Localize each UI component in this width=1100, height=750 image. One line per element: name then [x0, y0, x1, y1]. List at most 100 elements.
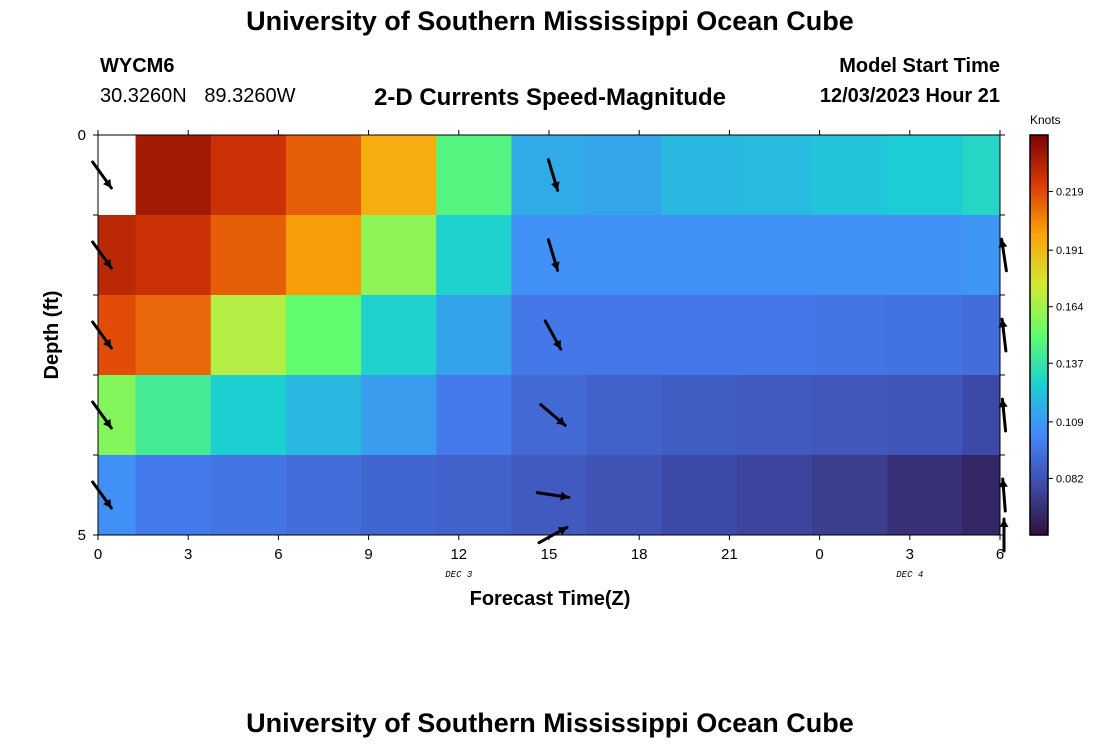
- longitude: 89.3260W: [204, 85, 296, 107]
- current-vector: [91, 320, 113, 350]
- heatmap-cell: [736, 215, 813, 296]
- heatmap-cell: [361, 455, 437, 536]
- heatmap-cell: [436, 375, 512, 456]
- heatmap-cell: [436, 295, 512, 376]
- heatmap-cell: [511, 295, 588, 376]
- heatmap-cell: [436, 135, 512, 216]
- heatmap-cell: [962, 135, 1001, 216]
- heatmap-cell: [661, 455, 738, 536]
- x-tick-label: 3: [184, 546, 192, 563]
- x-tick-label: 6: [996, 546, 1004, 563]
- current-vectors: [91, 158, 1009, 553]
- heatmap-cell: [135, 215, 212, 296]
- heatmap-cell: [285, 375, 362, 456]
- colorbar-tick-label: 0.082: [1056, 473, 1084, 485]
- current-vector: [998, 237, 1008, 273]
- heatmap-cell: [135, 375, 212, 456]
- heatmap-cell: [962, 295, 1001, 376]
- heatmap-cell: [511, 215, 588, 296]
- current-vector: [535, 491, 571, 501]
- current-vector: [539, 403, 567, 427]
- x-tick-label: 9: [364, 546, 372, 563]
- heatmap-cell: [887, 135, 963, 216]
- x-tick-label: 12: [450, 546, 467, 563]
- y-tick-label: 5: [78, 527, 86, 544]
- colorbar: 0.219 0.191 0.164 0.137 0.109 0.082: [1029, 134, 1084, 536]
- heatmap-cell: [135, 455, 212, 536]
- x-tick-label: 6: [274, 546, 282, 563]
- heatmap-cell: [812, 135, 888, 216]
- y-tick-label: 0: [78, 127, 86, 144]
- current-vector: [546, 158, 560, 192]
- heatmap-cell: [586, 135, 663, 216]
- heatmap-cell: [210, 215, 287, 296]
- heatmap-cell: [736, 135, 813, 216]
- y-axis-label: Depth (ft): [41, 291, 63, 380]
- model-start-value: 12/03/2023 Hour 21: [819, 85, 1000, 107]
- heatmap-cell: [586, 375, 663, 456]
- heatmap-cell: [962, 215, 1001, 296]
- heatmap-cell: [962, 455, 1001, 536]
- model-start-label: Model Start Time: [839, 55, 1000, 77]
- footer-title: University of Southern Mississippi Ocean…: [246, 708, 854, 738]
- heatmap-cell: [661, 375, 738, 456]
- colorbar-tick-label: 0.219: [1056, 187, 1084, 199]
- heatmap-cell: [812, 455, 888, 536]
- x-tick-label: 0: [94, 546, 102, 563]
- heatmap-cell: [812, 215, 888, 296]
- heatmap-cell: [887, 295, 963, 376]
- current-vector: [543, 319, 563, 351]
- current-vector: [91, 160, 113, 190]
- heatmap-cell: [98, 375, 137, 456]
- current-vector: [91, 480, 113, 510]
- current-vector: [91, 400, 113, 430]
- heatmap-cell: [210, 295, 287, 376]
- colorbar-tick-label: 0.191: [1056, 245, 1084, 257]
- current-vector: [998, 477, 1008, 513]
- heatmap-cell: [661, 295, 738, 376]
- heatmap-cell: [285, 455, 362, 536]
- x-tick-label: 18: [631, 546, 648, 563]
- current-vector: [998, 397, 1008, 433]
- colorbar-tick-label: 0.137: [1056, 358, 1084, 370]
- date-label: DEC 4: [896, 570, 923, 580]
- heatmap-cell: [511, 375, 588, 456]
- heatmap-cell: [812, 375, 888, 456]
- x-axis-label: Forecast Time(Z): [470, 588, 631, 610]
- chart-title: University of Southern Mississippi Ocean…: [246, 6, 854, 36]
- heatmap-cell: [436, 215, 512, 296]
- x-tick-label: 15: [541, 546, 558, 563]
- heatmap-cell: [98, 135, 137, 216]
- colorbar-gradient: [1029, 134, 1049, 536]
- heatmap-cell: [285, 295, 362, 376]
- chart-subtitle: 2-D Currents Speed-Magnitude: [373, 84, 727, 111]
- heatmap-cell: [586, 295, 663, 376]
- colorbar-tick-label: 0.109: [1056, 417, 1084, 429]
- heatmap-cell: [98, 455, 137, 536]
- x-tick-label: 21: [721, 546, 738, 563]
- heatmap-cell: [285, 215, 362, 296]
- current-vector: [546, 238, 560, 272]
- heatmap-cell: [210, 135, 287, 216]
- date-label: DEC 3: [445, 570, 473, 580]
- heatmap-cell: [812, 295, 888, 376]
- heatmap-cell: [887, 215, 963, 296]
- heatmap-cell: [436, 455, 512, 536]
- x-tick-label: 0: [815, 546, 823, 563]
- heatmap-cell: [361, 375, 437, 456]
- heatmap-cell: [586, 215, 663, 296]
- heatmap-cell: [736, 295, 813, 376]
- current-vector: [998, 317, 1008, 353]
- heatmap-cell: [661, 215, 738, 296]
- heatmap-cell: [661, 135, 738, 216]
- current-vector: [91, 240, 113, 270]
- heatmap-cell: [135, 135, 212, 216]
- heatmap-cell: [736, 375, 813, 456]
- latitude: 30.3260N: [100, 85, 187, 107]
- heatmap-cell: [361, 215, 437, 296]
- station-coordinates: 30.3260N 89.3260W: [100, 85, 307, 108]
- heatmap-cell: [210, 455, 287, 536]
- heatmap-cell: [586, 455, 663, 536]
